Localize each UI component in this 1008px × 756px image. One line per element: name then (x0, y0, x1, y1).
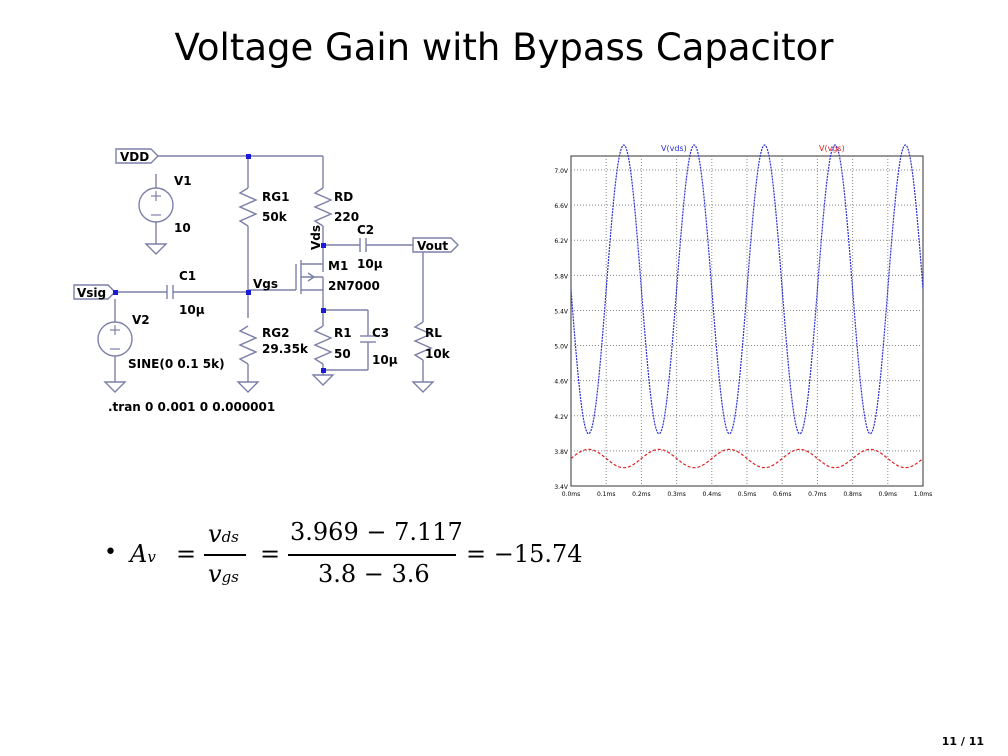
vgs-label: Vgs (253, 277, 278, 291)
v2-label: V2 (132, 313, 150, 327)
frac2-numerator: 3.969 − 7.117 (290, 518, 463, 546)
rg2-label: RG2 (262, 326, 289, 340)
x-tick-label: 0.4ms (703, 491, 722, 498)
rg1-label: RG1 (262, 190, 289, 204)
vgs-symbol: v (208, 560, 222, 588)
c3-label: C3 (372, 326, 389, 340)
y-tick-label: 7.0V (554, 168, 569, 175)
m1-label: M1 (328, 259, 348, 273)
m1-part: 2N7000 (328, 279, 380, 293)
sine-directive: SINE(0 0.1 5k) (128, 357, 225, 371)
rl-value: 10k (425, 347, 451, 361)
rg1-value: 50k (262, 210, 288, 224)
y-tick-label: 3.8V (554, 449, 569, 456)
gain-formula: • Av = vds vgs = 3.969 − 7.117 3.8 − 3.6… (104, 510, 624, 600)
c2-value: 10µ (357, 257, 383, 271)
plot-grid (571, 156, 923, 486)
equals-2: = (260, 540, 281, 568)
x-axis: 0.0ms 0.1ms 0.2ms 0.3ms 0.4ms 0.5ms 0.6ms 0.7ms… (562, 491, 933, 498)
v1-label: V1 (174, 174, 192, 188)
vds-symbol: v (208, 520, 222, 548)
vout-label: Vout (417, 239, 448, 253)
c3-value: 10µ (372, 353, 398, 367)
x-tick-label: 0.1ms (597, 491, 616, 498)
x-tick-label: 0.8ms (843, 491, 862, 498)
c2-label: C2 (357, 223, 374, 237)
c1-value: 10µ (179, 303, 205, 317)
c1-label: C1 (179, 269, 196, 283)
trace-vds (570, 144, 924, 435)
page-number: 11 / 11 (941, 735, 984, 748)
bullet: • (104, 540, 117, 565)
rl-label: RL (425, 326, 442, 340)
circuit-schematic: VDD V1 10 RG1 50k RD 220 C2 10µ Vds Vout… (73, 148, 459, 414)
y-tick-label: 5.0V (554, 344, 569, 351)
equals-1: = (176, 540, 197, 568)
slide-title: Voltage Gain with Bypass Capacitor (174, 26, 834, 69)
y-tick-label: 6.6V (554, 203, 569, 210)
vsig-label: Vsig (77, 286, 106, 300)
y-tick-label: 6.2V (554, 238, 569, 245)
x-tick-label: 0.7ms (808, 491, 827, 498)
frac1-numerator: vds (208, 520, 239, 548)
gain-letter: A (130, 540, 148, 568)
legend-vds: V(vds) (661, 144, 687, 153)
gain-symbol: Av (130, 540, 156, 568)
frac2-bar (288, 554, 456, 556)
x-tick-label: 0.0ms (562, 491, 581, 498)
y-tick-label: 3.4V (554, 484, 569, 491)
vdd-label: VDD (120, 150, 149, 164)
y-axis: 7.0V 6.6V 6.2V 5.8V 5.4V 5.0V 4.6V 4.2V 3.8V 3.4V (554, 168, 569, 491)
vgs-subscript: gs (221, 568, 239, 586)
vds-subscript: ds (221, 528, 239, 546)
rg2-value: 29.35k (262, 342, 309, 356)
frac1-bar (204, 554, 246, 556)
waveform-plot: 7.0V 6.6V 6.2V 5.8V 5.4V 5.0V 4.6V 4.2V 3.8V 3.4V… (554, 144, 933, 498)
x-tick-label: 0.3ms (667, 491, 686, 498)
v1-value: 10 (174, 221, 191, 235)
frac1-denominator: vgs (208, 560, 239, 588)
rd-label: RD (334, 190, 353, 204)
vds-label: Vds (309, 225, 323, 250)
gain-subscript: v (147, 548, 156, 566)
rd-value: 220 (334, 210, 359, 224)
r1-label: R1 (334, 326, 352, 340)
gain-result: = −15.74 (466, 540, 583, 568)
tran-directive: .tran 0 0.001 0 0.000001 (108, 400, 275, 414)
x-tick-label: 1.0ms (914, 491, 933, 498)
y-tick-label: 5.4V (554, 308, 569, 315)
x-tick-label: 0.5ms (738, 491, 757, 498)
y-tick-label: 4.2V (554, 414, 569, 421)
x-tick-label: 0.6ms (773, 491, 792, 498)
trace-vgs (570, 448, 924, 469)
x-tick-label: 0.2ms (632, 491, 651, 498)
y-tick-label: 4.6V (554, 379, 569, 386)
frac2-denominator: 3.8 − 3.6 (318, 560, 430, 588)
r1-value: 50 (334, 347, 351, 361)
y-tick-label: 5.8V (554, 273, 569, 280)
x-tick-label: 0.9ms (879, 491, 898, 498)
legend-vgs: V(vgs) (819, 144, 845, 153)
